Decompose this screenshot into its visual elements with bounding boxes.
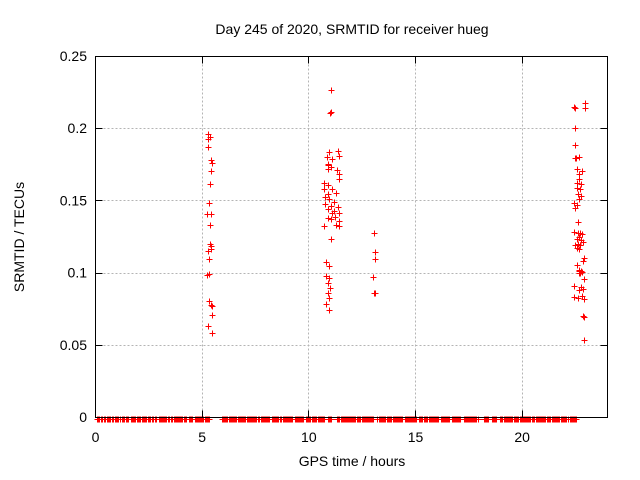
- y-tick-label: 0: [79, 409, 87, 425]
- x-tick-label: 5: [198, 429, 206, 445]
- x-tick-label: 15: [408, 429, 424, 445]
- y-tick-label: 0.1: [68, 265, 88, 281]
- grid-lines: [95, 56, 608, 418]
- x-tick-label: 0: [92, 429, 100, 445]
- x-axis-label: GPS time / hours: [298, 453, 406, 469]
- y-tick-label: 0.05: [60, 337, 87, 353]
- y-tick-label: 0.25: [60, 48, 87, 64]
- baseline-markers: [94, 416, 580, 423]
- x-tick-label: 20: [514, 429, 530, 445]
- plot-border: [95, 56, 608, 418]
- y-tick-label: 0.2: [68, 120, 88, 136]
- tick-marks: [95, 56, 608, 418]
- y-tick-label: 0.15: [60, 192, 87, 208]
- data-points: [204, 87, 589, 344]
- x-tick-label: 10: [301, 429, 317, 445]
- chart-title: Day 245 of 2020, SRMTID for receiver hue…: [215, 21, 489, 37]
